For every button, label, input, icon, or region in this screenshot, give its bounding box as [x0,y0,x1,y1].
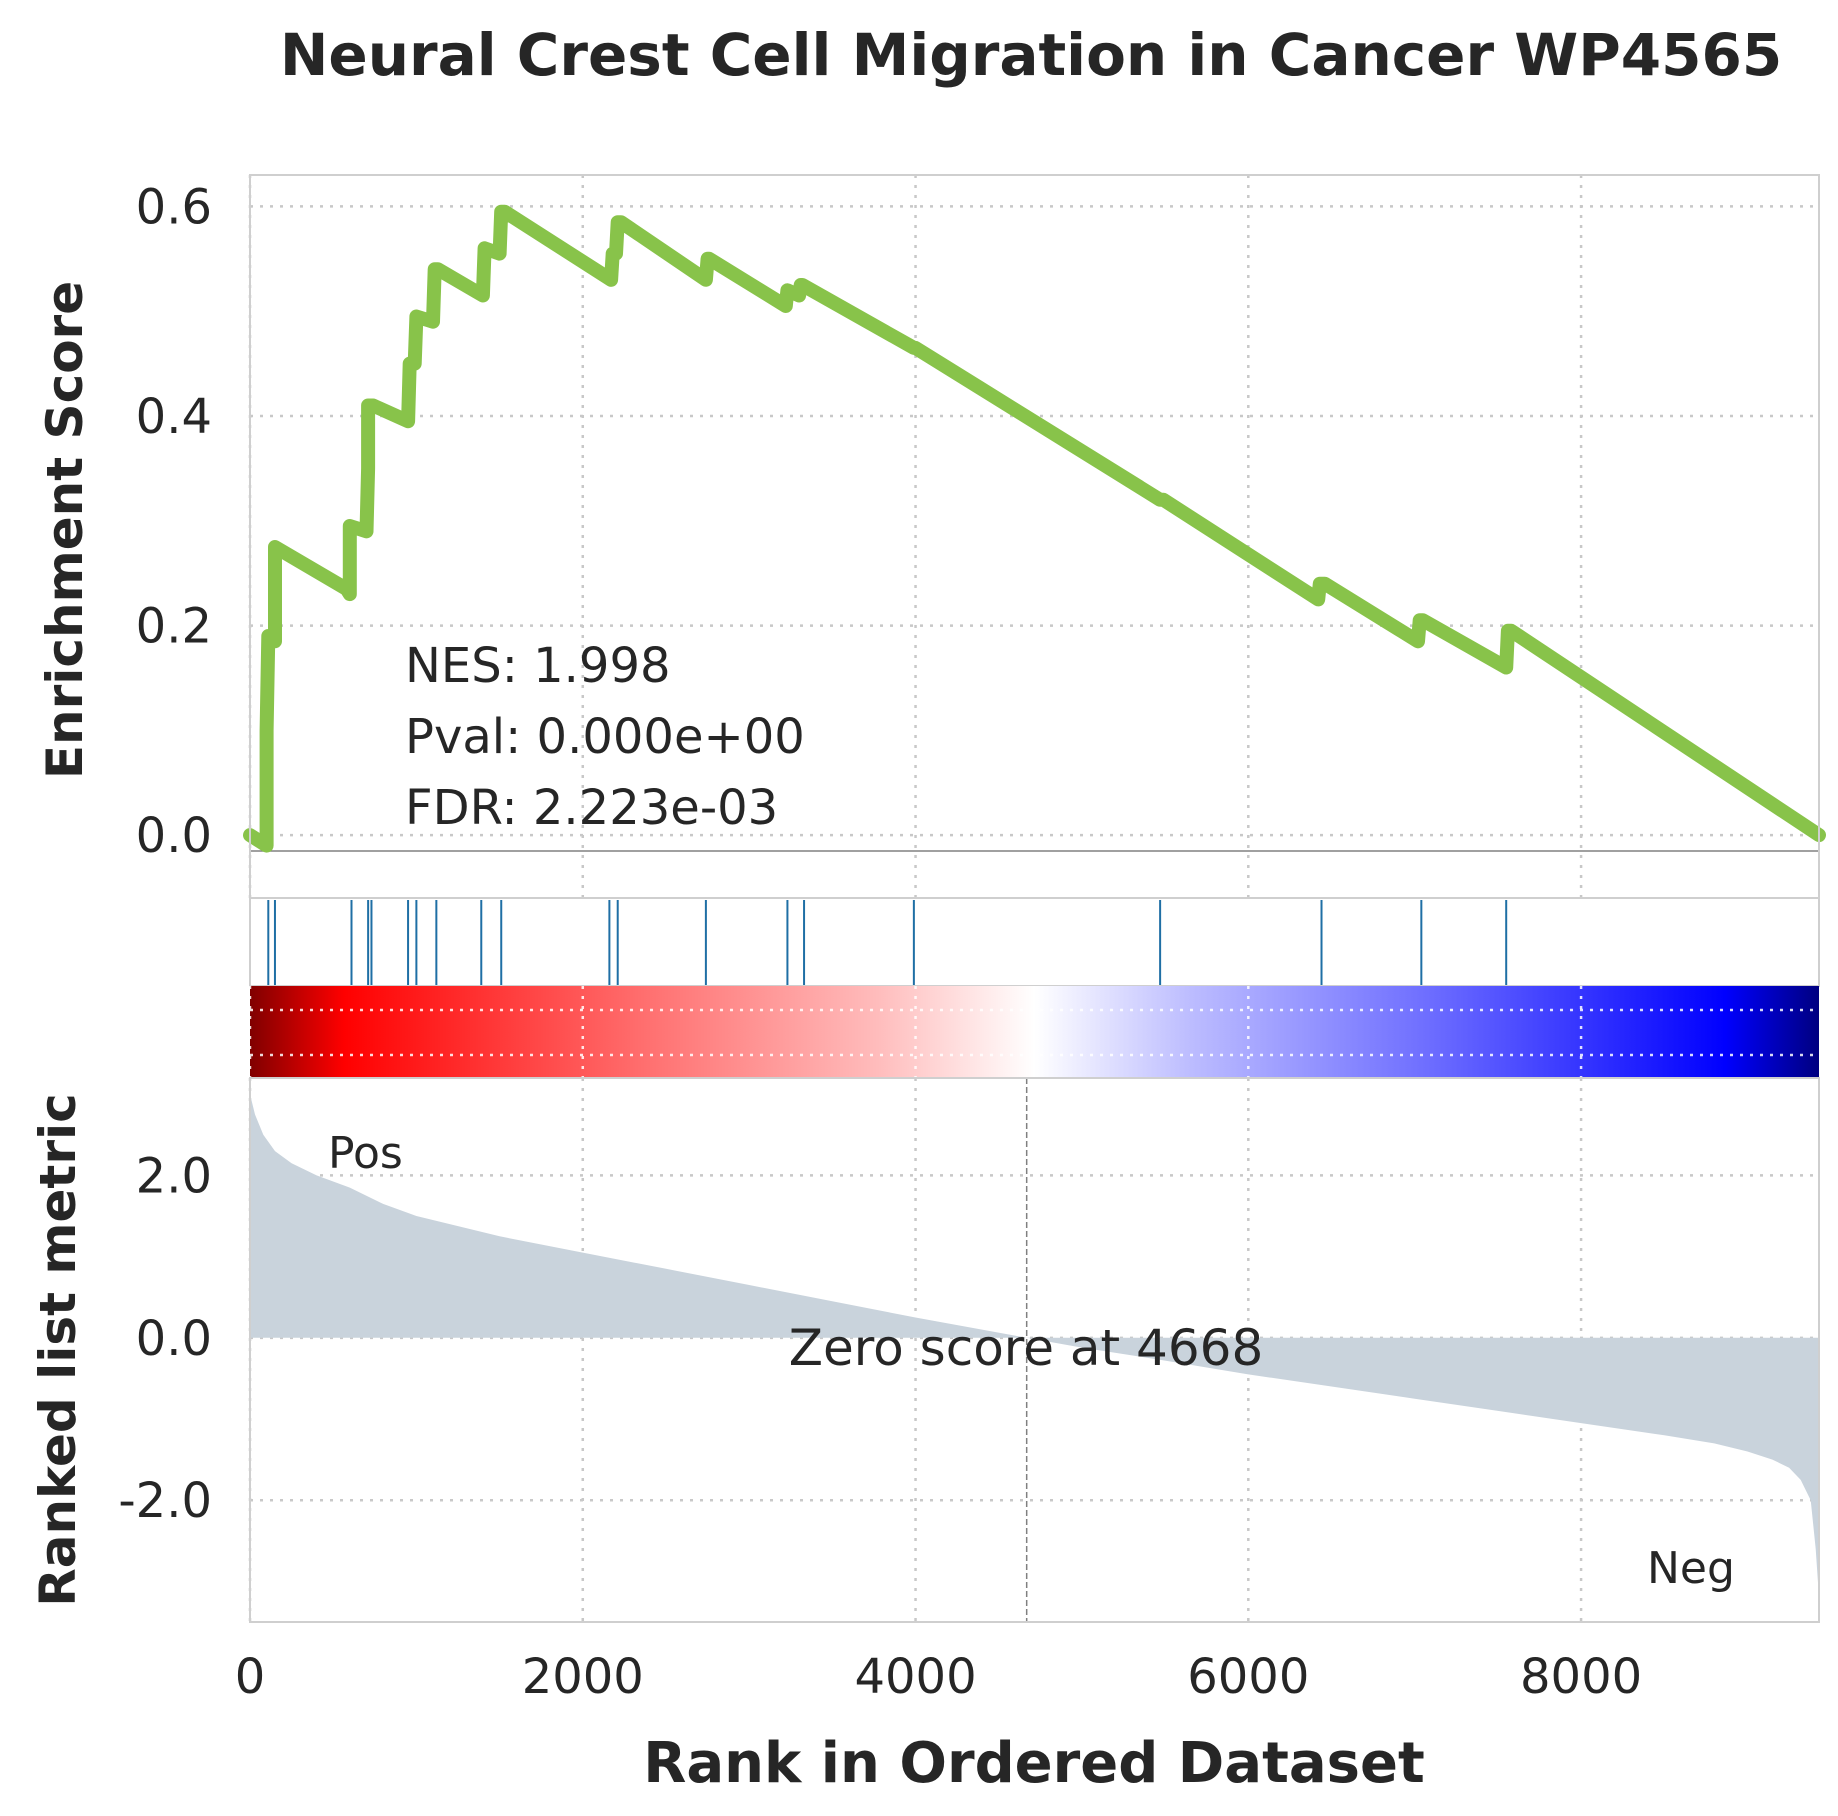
metric-y-tick-label: -2.0 [118,1473,212,1529]
hits-panel [249,897,1820,987]
x-tick-label: 0 [235,1649,266,1705]
metric-y-tick-label: 2.0 [136,1148,212,1204]
enrichment-y-tick-label: 0.2 [136,599,212,655]
enrichment-y-label: Enrichment Score [36,281,94,779]
enrichment-y-ticks: 0.0 0.2 0.4 0.6 [136,179,212,864]
metric-panel: 2.0 0.0 -2.0 0 2000 4000 6000 8000 Pos Neg Zer… [29,1077,1820,1796]
metric-x-ticks: 0 2000 4000 6000 8000 [235,1649,1642,1705]
enrichment-panel: 0.0 0.2 0.4 0.6 Enrichment Score NES: 1.998… [36,174,1826,899]
x-tick-label: 8000 [1520,1649,1642,1705]
hits-frame [249,897,1820,987]
x-tick-label: 6000 [1187,1649,1309,1705]
ranked-metric-area [250,1094,1819,1598]
enrichment-y-tick-label: 0.4 [136,389,212,445]
metric-frame [249,1077,1820,1623]
zero-score-label: Zero score at 4668 [789,1319,1264,1377]
rank-colorbar [250,986,1819,1078]
metric-y-label: Ranked list metric [29,1093,87,1607]
colorbar-grid [248,986,1819,1078]
chart-title: Neural Crest Cell Migration in Cancer WP… [280,21,1782,89]
enrichment-y-tick-label: 0.0 [136,808,212,864]
hit-lines [267,900,1508,985]
neg-label: Neg [1647,1543,1735,1594]
metric-y-tick-label: 0.0 [136,1311,212,1367]
enrichment-score-line [243,204,1826,853]
fdr-text: FDR: 2.223e-03 [405,780,778,836]
colorbar-panel [248,986,1819,1078]
x-tick-label: 2000 [522,1649,644,1705]
metric-y-ticks: 2.0 0.0 -2.0 [118,1148,212,1529]
pval-text: Pval: 0.000e+00 [405,709,805,765]
pos-label: Pos [328,1128,403,1179]
nes-text: NES: 1.998 [405,638,671,694]
x-axis-label: Rank in Ordered Dataset [643,1731,1424,1796]
enrichment-y-tick-label: 0.6 [136,179,212,235]
x-tick-label: 4000 [854,1649,976,1705]
